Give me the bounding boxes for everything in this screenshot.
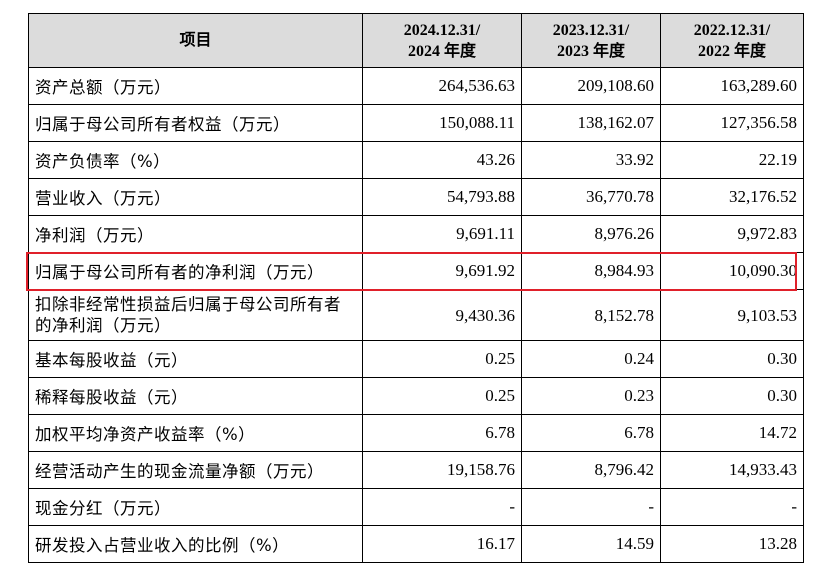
cell-2024: 0.25 — [362, 377, 522, 415]
header-2024: 2024.12.31/ 2024 年度 — [362, 13, 522, 68]
cell-2022: 13.28 — [660, 525, 804, 563]
table-row: 归属于母公司所有者权益（万元） 150,088.11 138,162.07 12… — [28, 104, 804, 142]
header-2023: 2023.12.31/ 2023 年度 — [521, 13, 661, 68]
cell-2024: 16.17 — [362, 525, 522, 563]
row-label: 加权平均净资产收益率（%） — [28, 414, 363, 452]
cell-2022: 22.19 — [660, 141, 804, 179]
table-row: 营业收入（万元） 54,793.88 36,770.78 32,176.52 — [28, 178, 804, 216]
cell-2024: 54,793.88 — [362, 178, 522, 216]
cell-2022: 10,090.30 — [660, 252, 804, 290]
cell-2022: 9,972.83 — [660, 215, 804, 253]
cell-2022: 0.30 — [660, 377, 804, 415]
cell-2022: 127,356.58 — [660, 104, 804, 142]
row-label: 资产总额（万元） — [28, 67, 363, 105]
cell-2023: 8,976.26 — [521, 215, 661, 253]
cell-2023: 0.23 — [521, 377, 661, 415]
cell-2022: 14.72 — [660, 414, 804, 452]
table-row: 加权平均净资产收益率（%） 6.78 6.78 14.72 — [28, 414, 804, 452]
cell-2023: 36,770.78 — [521, 178, 661, 216]
cell-2022: - — [660, 488, 804, 526]
cell-2022: 14,933.43 — [660, 451, 804, 489]
row-label: 研发投入占营业收入的比例（%） — [28, 525, 363, 563]
row-label: 经营活动产生的现金流量净额（万元） — [28, 451, 363, 489]
cell-2023: 6.78 — [521, 414, 661, 452]
cell-2022: 32,176.52 — [660, 178, 804, 216]
table-row: 经营活动产生的现金流量净额（万元） 19,158.76 8,796.42 14,… — [28, 451, 804, 489]
row-label: 扣除非经常性损益后归属于母公司所有者的净利润（万元） — [28, 289, 363, 341]
cell-2024: 264,536.63 — [362, 67, 522, 105]
row-label: 稀释每股收益（元） — [28, 377, 363, 415]
row-label: 营业收入（万元） — [28, 178, 363, 216]
table-row: 资产负债率（%） 43.26 33.92 22.19 — [28, 141, 804, 179]
table-row: 资产总额（万元） 264,536.63 209,108.60 163,289.6… — [28, 67, 804, 105]
cell-2024: - — [362, 488, 522, 526]
cell-2024: 150,088.11 — [362, 104, 522, 142]
cell-2024: 9,691.92 — [362, 252, 522, 290]
cell-2023: 8,796.42 — [521, 451, 661, 489]
table-row: 基本每股收益（元） 0.25 0.24 0.30 — [28, 340, 804, 378]
cell-2023: 8,984.93 — [521, 252, 661, 290]
table-row: 稀释每股收益（元） 0.25 0.23 0.30 — [28, 377, 804, 415]
row-label: 基本每股收益（元） — [28, 340, 363, 378]
cell-2024: 0.25 — [362, 340, 522, 378]
cell-2022: 9,103.53 — [660, 289, 804, 341]
cell-2023: 209,108.60 — [521, 67, 661, 105]
row-label: 资产负债率（%） — [28, 141, 363, 179]
cell-2023: 0.24 — [521, 340, 661, 378]
cell-2023: 8,152.78 — [521, 289, 661, 341]
table-row: 研发投入占营业收入的比例（%） 16.17 14.59 13.28 — [28, 525, 804, 563]
cell-2024: 9,430.36 — [362, 289, 522, 341]
table-row: 现金分红（万元） - - - — [28, 488, 804, 526]
table-header-row: 项目 2024.12.31/ 2024 年度 2023.12.31/ 2023 … — [28, 13, 804, 68]
table-row: 扣除非经常性损益后归属于母公司所有者的净利润（万元） 9,430.36 8,15… — [28, 289, 804, 341]
table-row-highlighted: 归属于母公司所有者的净利润（万元） 9,691.92 8,984.93 10,0… — [28, 252, 804, 290]
row-label: 归属于母公司所有者权益（万元） — [28, 104, 363, 142]
cell-2022: 0.30 — [660, 340, 804, 378]
cell-2024: 9,691.11 — [362, 215, 522, 253]
cell-2024: 19,158.76 — [362, 451, 522, 489]
cell-2024: 43.26 — [362, 141, 522, 179]
cell-2023: 33.92 — [521, 141, 661, 179]
row-label: 归属于母公司所有者的净利润（万元） — [28, 252, 363, 290]
header-2022: 2022.12.31/ 2022 年度 — [660, 13, 804, 68]
cell-2023: 138,162.07 — [521, 104, 661, 142]
header-item: 项目 — [28, 13, 363, 68]
cell-2023: 14.59 — [521, 525, 661, 563]
table-row: 净利润（万元） 9,691.11 8,976.26 9,972.83 — [28, 215, 804, 253]
row-label: 净利润（万元） — [28, 215, 363, 253]
cell-2023: - — [521, 488, 661, 526]
financial-data-table: 项目 2024.12.31/ 2024 年度 2023.12.31/ 2023 … — [28, 13, 804, 563]
cell-2024: 6.78 — [362, 414, 522, 452]
row-label: 现金分红（万元） — [28, 488, 363, 526]
cell-2022: 163,289.60 — [660, 67, 804, 105]
